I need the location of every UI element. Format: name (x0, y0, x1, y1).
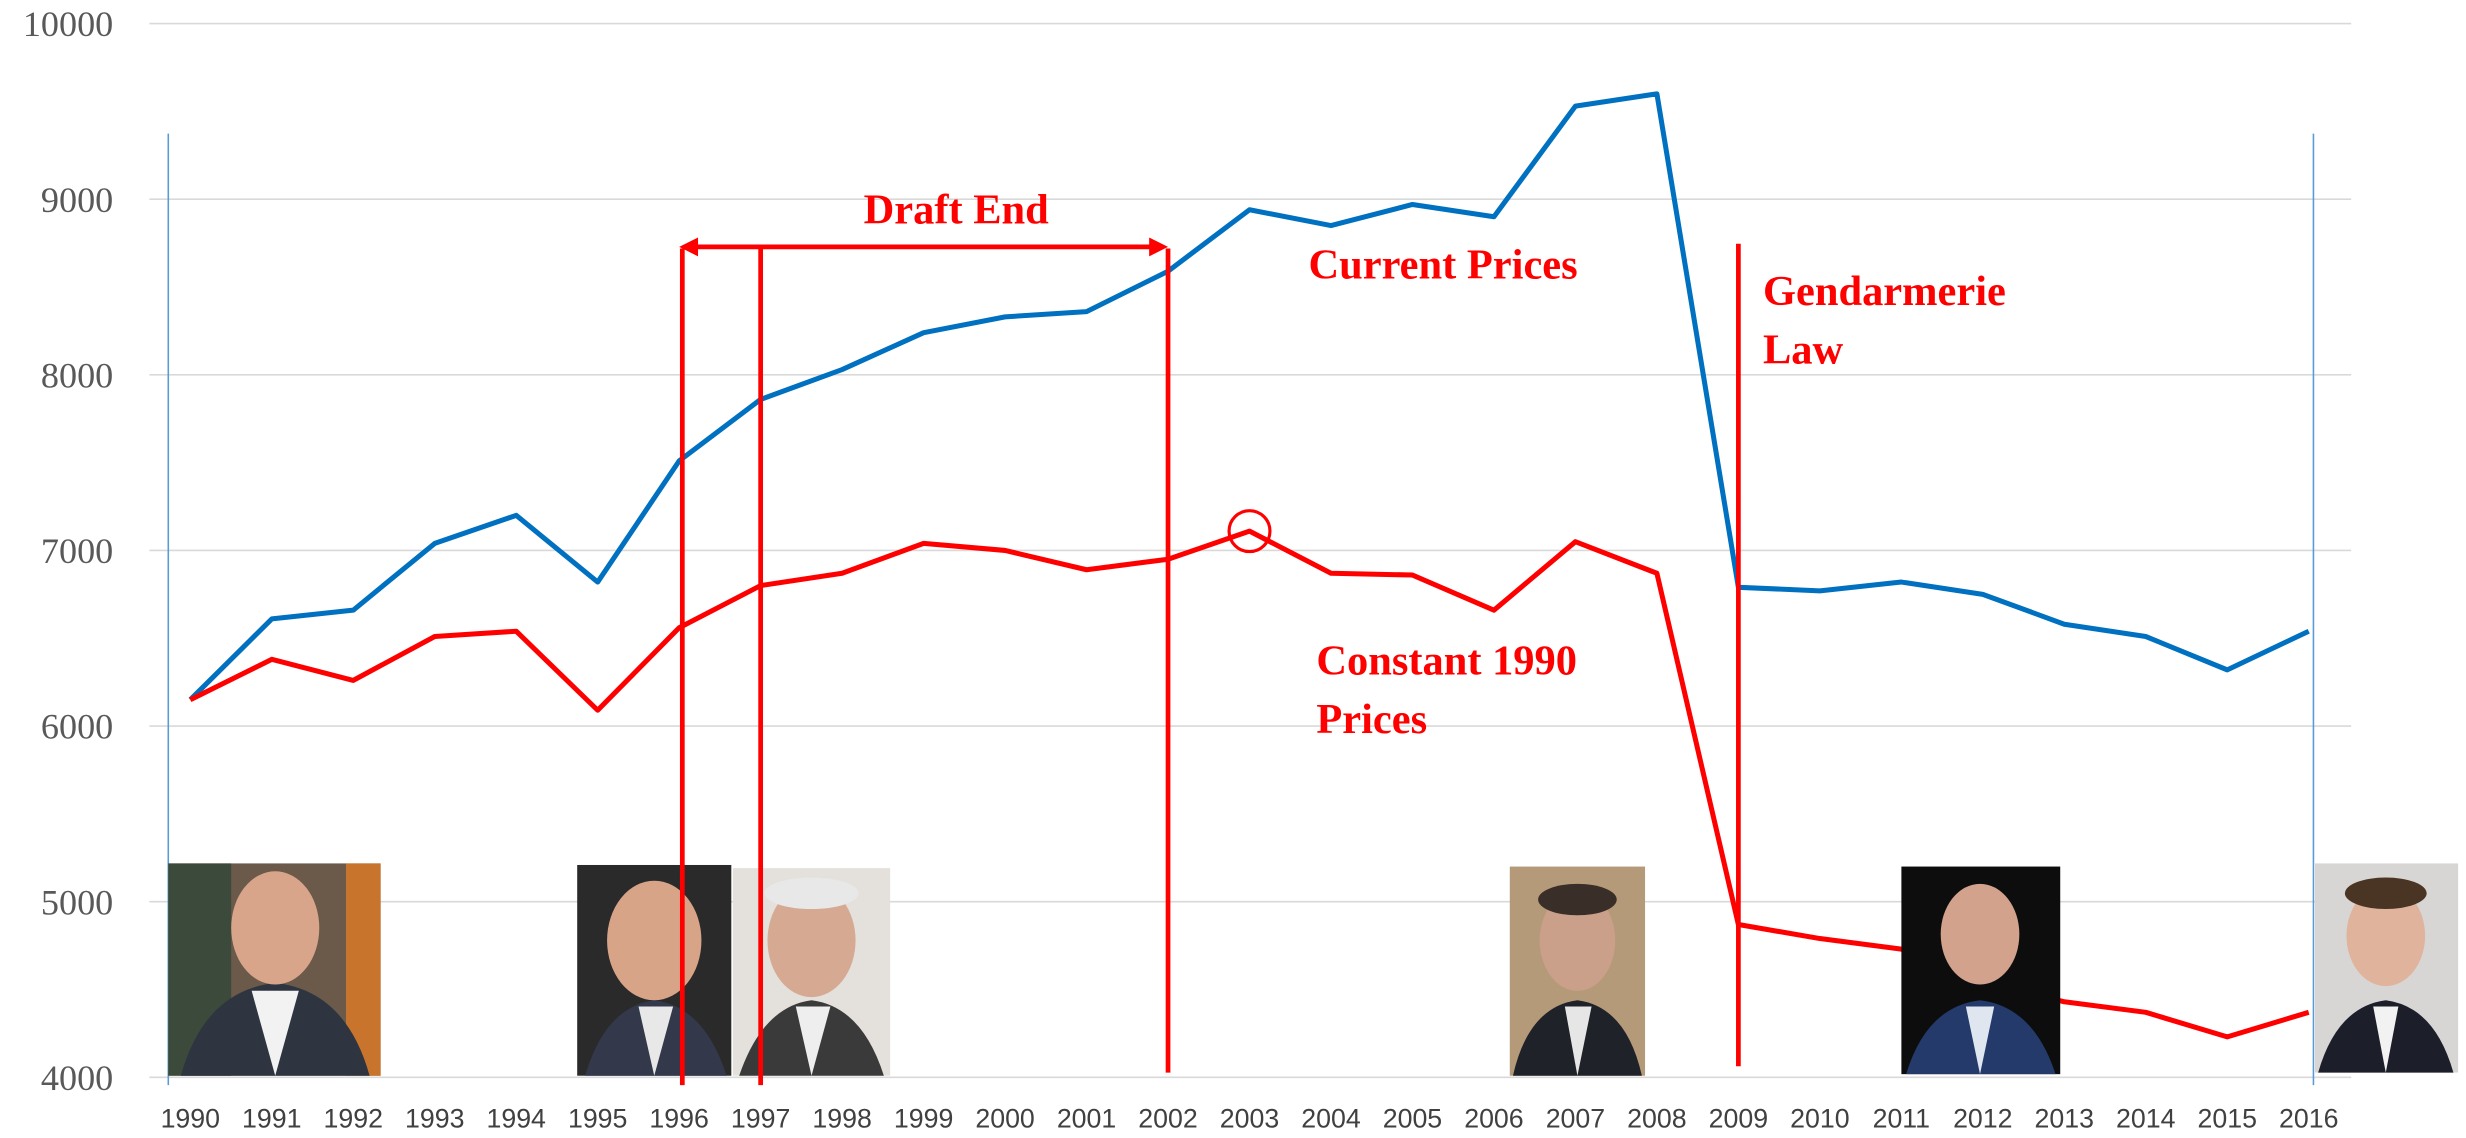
arrow-head (1149, 237, 1169, 257)
x-tick-label: 2006 (1464, 1104, 1523, 1134)
y-tick-label: 4000 (41, 1058, 113, 1098)
x-tick-label: 2015 (2198, 1104, 2257, 1134)
x-tick-label: 2010 (1790, 1104, 1849, 1134)
annotation: Law (1763, 326, 1844, 373)
x-tick-label: 2003 (1220, 1104, 1279, 1134)
x-tick-label: 1991 (242, 1104, 301, 1134)
x-tick-label: 2009 (1709, 1104, 1768, 1134)
x-tick-label: 2000 (975, 1104, 1034, 1134)
series-label: Current Prices (1308, 241, 1577, 288)
series-label: Constant 1990 (1316, 638, 1577, 685)
x-tick-label: 2012 (1953, 1104, 2012, 1134)
x-tick-label: 1995 (568, 1104, 627, 1134)
x-tick-label: 1999 (894, 1104, 953, 1134)
series-line (188, 91, 2310, 702)
portrait (1901, 866, 2061, 1075)
y-tick-label: 5000 (41, 882, 113, 922)
portrait (1509, 866, 1646, 1076)
x-tick-label: 2008 (1627, 1104, 1686, 1134)
x-tick-label: 2016 (2279, 1104, 2338, 1134)
x-tick-label: 2005 (1383, 1104, 1442, 1134)
x-tick-label: 1994 (486, 1104, 546, 1134)
x-tick-label: 1993 (405, 1104, 464, 1134)
y-tick-label: 6000 (41, 707, 113, 747)
portraits (168, 863, 2459, 1076)
x-tick-label: 2001 (1057, 1104, 1116, 1134)
x-tick-label: 2007 (1546, 1104, 1605, 1134)
y-tick-label: 10000 (23, 4, 113, 44)
x-tick-label: 1990 (161, 1104, 220, 1134)
portrait (732, 868, 891, 1076)
arrow-head (679, 237, 699, 257)
plot-area: 4000 5000 6000 7000 8000 9000 10000 1990 1991 199… (23, 4, 2352, 1134)
y-tick-label: 8000 (41, 355, 113, 395)
annotation: Draft End (864, 186, 1050, 233)
highlight-circle (1227, 509, 1272, 554)
x-tick-label: 1992 (324, 1104, 383, 1134)
x-tick-label: 2014 (2116, 1104, 2176, 1134)
portrait (577, 864, 732, 1076)
portrait (2315, 863, 2459, 1073)
x-tick-label: 1998 (812, 1104, 871, 1134)
x-tick-label: 1996 (649, 1104, 708, 1134)
x-tick-label: 1997 (731, 1104, 790, 1134)
y-tick-label: 7000 (41, 531, 113, 571)
y-tick-label: 9000 (41, 180, 113, 220)
x-tick-label: 2011 (1873, 1104, 1930, 1134)
series-label: Prices (1316, 696, 1427, 743)
x-tick-label: 2002 (1138, 1104, 1197, 1134)
overlays: Current Prices Constant 1990 Prices Draft E… (679, 186, 2006, 1086)
annotation: Gendarmerie (1763, 268, 2006, 315)
x-tick-label: 2013 (2035, 1104, 2094, 1134)
portrait (168, 863, 381, 1076)
x-tick-label: 2004 (1301, 1104, 1361, 1134)
